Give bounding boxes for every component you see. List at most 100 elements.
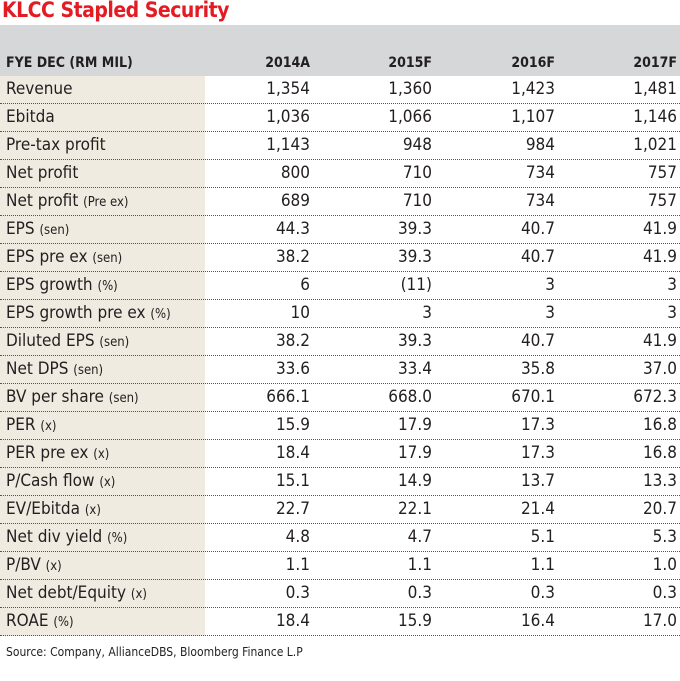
row-value: 1,021 <box>633 135 677 155</box>
table-row: BV per share (sen) 666.1 668.0 670.1 672.3 <box>0 384 680 412</box>
row-value: 800 <box>280 163 310 183</box>
table-row: Pre-tax profit 1,143 948 984 1,021 <box>0 132 680 160</box>
row-unit: (%) <box>97 279 118 294</box>
table-row: ROAE (%) 18.4 15.9 16.4 17.0 <box>0 608 680 636</box>
row-value: 10 <box>290 303 310 323</box>
table-row: EPS pre ex (sen) 38.2 39.3 40.7 41.9 <box>0 244 680 272</box>
header-2017f: 2017F <box>633 55 677 71</box>
row-value: 37.0 <box>642 359 677 379</box>
row-label-text: EPS growth pre ex <box>6 303 146 323</box>
row-value: 1,354 <box>266 79 310 99</box>
row-label-text: P/BV <box>6 555 41 575</box>
row-value: 18.4 <box>275 611 310 631</box>
row-value: 17.9 <box>397 443 432 463</box>
row-unit: (sen) <box>92 251 123 266</box>
row-value: 22.7 <box>275 499 310 519</box>
row-value: 33.4 <box>397 359 432 379</box>
row-value: 44.3 <box>275 219 310 239</box>
row-value: 33.6 <box>275 359 310 379</box>
row-value: (11) <box>400 275 432 295</box>
row-label: Ebitda <box>6 107 55 127</box>
row-value: 17.3 <box>520 443 555 463</box>
row-label-text: EPS growth <box>6 275 93 295</box>
row-label: EPS growth (%) <box>6 275 118 295</box>
row-unit: (Pre ex) <box>83 195 129 210</box>
row-value: 20.7 <box>642 499 677 519</box>
row-value: 16.8 <box>642 443 677 463</box>
row-value: 15.9 <box>275 415 310 435</box>
row-value: 670.1 <box>511 387 555 407</box>
row-value: 1,036 <box>266 107 310 127</box>
row-value: 13.3 <box>642 471 677 491</box>
row-label-text: Revenue <box>6 79 73 99</box>
row-unit: (x) <box>45 559 62 574</box>
row-value: 1,066 <box>388 107 432 127</box>
table-row: Ebitda 1,036 1,066 1,107 1,146 <box>0 104 680 132</box>
row-label-text: Net div yield <box>6 527 103 547</box>
row-value: 38.2 <box>275 331 310 351</box>
row-value: 1,143 <box>266 135 310 155</box>
table-row: PER (x) 15.9 17.9 17.3 16.8 <box>0 412 680 440</box>
row-value: 1,360 <box>388 79 432 99</box>
header-label: FYE DEC (RM MIL) <box>6 55 133 71</box>
row-value: 16.8 <box>642 415 677 435</box>
row-value: 6 <box>300 275 310 295</box>
row-value: 1.1 <box>285 555 310 575</box>
row-value: 710 <box>402 191 432 211</box>
row-value: 1.1 <box>407 555 432 575</box>
row-label-text: EV/Ebitda <box>6 499 80 519</box>
row-label: ROAE (%) <box>6 611 74 631</box>
row-value: 38.2 <box>275 247 310 267</box>
row-value: 39.3 <box>397 247 432 267</box>
row-value: 41.9 <box>642 219 677 239</box>
row-unit: (x) <box>99 475 116 490</box>
row-value: 984 <box>525 135 555 155</box>
row-value: 757 <box>647 163 677 183</box>
table-row: P/Cash flow (x) 15.1 14.9 13.7 13.3 <box>0 468 680 496</box>
row-label-text: PER pre ex <box>6 443 89 463</box>
row-label: EV/Ebitda (x) <box>6 499 101 519</box>
row-value: 0.3 <box>652 583 677 603</box>
row-label-text: EPS <box>6 219 35 239</box>
header-2016f: 2016F <box>511 55 555 71</box>
table-row: Diluted EPS (sen) 38.2 39.3 40.7 41.9 <box>0 328 680 356</box>
row-value: 40.7 <box>520 247 555 267</box>
row-value: 18.4 <box>275 443 310 463</box>
table-row: Net profit 800 710 734 757 <box>0 160 680 188</box>
row-label-text: PER <box>6 415 36 435</box>
row-unit: (%) <box>53 615 74 630</box>
table-row: Net debt/Equity (x) 0.3 0.3 0.3 0.3 <box>0 580 680 608</box>
table-body: Revenue 1,354 1,360 1,423 1,481 Ebitda 1,036… <box>0 76 680 636</box>
row-value: 4.8 <box>285 527 310 547</box>
row-unit: (x) <box>130 587 147 602</box>
row-value: 1,107 <box>511 107 555 127</box>
label-column-background <box>0 76 205 636</box>
row-value: 16.4 <box>520 611 555 631</box>
row-value: 0.3 <box>285 583 310 603</box>
table-row: Net profit (Pre ex) 689 710 734 757 <box>0 188 680 216</box>
row-label: Pre-tax profit <box>6 135 106 155</box>
row-unit: (sen) <box>73 363 104 378</box>
row-value: 3 <box>667 275 677 295</box>
row-unit: (x) <box>40 419 57 434</box>
row-label-text: EPS pre ex <box>6 247 88 267</box>
row-label: Net div yield (%) <box>6 527 127 547</box>
row-value: 40.7 <box>520 331 555 351</box>
row-unit: (x) <box>84 503 101 518</box>
row-label: BV per share (sen) <box>6 387 139 407</box>
row-label: EPS growth pre ex (%) <box>6 303 171 323</box>
row-label-text: Net debt/Equity <box>6 583 127 603</box>
row-value: 17.0 <box>642 611 677 631</box>
row-value: 5.3 <box>652 527 677 547</box>
row-value: 689 <box>280 191 310 211</box>
row-value: 3 <box>545 303 555 323</box>
table-row: EV/Ebitda (x) 22.7 22.1 21.4 20.7 <box>0 496 680 524</box>
table-row: EPS growth pre ex (%) 10 3 3 3 <box>0 300 680 328</box>
row-value: 5.1 <box>530 527 555 547</box>
source-note: Source: Company, AllianceDBS, Bloomberg … <box>6 645 303 659</box>
row-label: EPS pre ex (sen) <box>6 247 122 267</box>
row-value: 1.0 <box>652 555 677 575</box>
row-value: 35.8 <box>520 359 555 379</box>
row-label-text: Net profit <box>6 163 79 183</box>
table-row: PER pre ex (x) 18.4 17.9 17.3 16.8 <box>0 440 680 468</box>
